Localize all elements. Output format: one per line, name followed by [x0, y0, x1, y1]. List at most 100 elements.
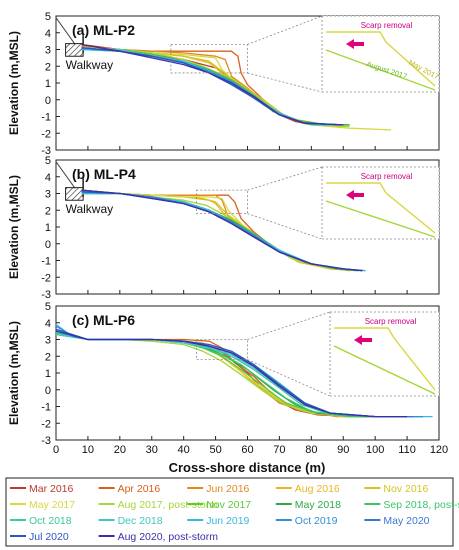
x-tick-label: 0 [53, 444, 59, 456]
y-tick-label: 0 [45, 95, 51, 107]
x-tick-label: 110 [398, 444, 416, 456]
series-line-14 [81, 191, 363, 272]
x-tick-label: 90 [337, 444, 349, 456]
legend-entry: Nov 2016 [383, 483, 428, 495]
series-line-15 [81, 191, 363, 272]
series-line-8 [81, 192, 360, 272]
x-tick-label: 40 [178, 444, 190, 456]
panel-title: (c) ML-P6 [72, 312, 135, 328]
y-tick-label: 3 [45, 189, 51, 201]
y-tick-label: 0 [45, 385, 51, 397]
x-tick-label: 30 [146, 444, 158, 456]
series-line-17 [81, 43, 344, 126]
y-tick-label: 1 [45, 368, 51, 380]
legend-entry: Aug 2020, post-storm [118, 531, 219, 543]
y-tick-label: -1 [41, 402, 51, 414]
zoom-box [196, 189, 248, 214]
series-line-4 [55, 332, 376, 418]
x-tick-label: 10 [82, 444, 94, 456]
series-line-4 [81, 191, 357, 272]
legend-entry: Oct 2018 [29, 515, 72, 527]
y-tick-label: 4 [45, 172, 51, 184]
series-line-9 [81, 48, 350, 126]
series-line-1 [81, 43, 344, 126]
inset-line-aug-2017 [325, 49, 436, 91]
zoom-box [196, 339, 248, 361]
series-line-7 [81, 48, 350, 128]
legend-entry: Mar 2016 [29, 483, 74, 495]
legend-entry: Aug 2016 [295, 483, 340, 495]
series-line-16 [81, 191, 363, 272]
y-tick-label: -3 [41, 435, 51, 447]
inset-line-aug-2017 [325, 200, 436, 238]
legend-entry: May 2017 [29, 499, 75, 511]
arrow-icon [346, 190, 364, 200]
legend-frame [5, 477, 454, 547]
walkway-hatch [65, 187, 84, 201]
inset-line-may-2017 [326, 31, 436, 87]
panel-2: -3 -2 -1 0 1 2 3 4 5 Elevation (m,MSL) (b) ML-P4 Wa… [7, 155, 440, 301]
legend-entry: Nov 2017 [206, 499, 251, 511]
y-tick-label: 1 [45, 222, 51, 234]
y-tick-label: 0 [45, 239, 51, 251]
series-line-8 [81, 48, 350, 126]
series-line-5 [81, 191, 357, 272]
y-tick-label: 2 [45, 351, 51, 363]
legend-entry: Oct 2019 [295, 515, 338, 527]
y-tick-label: 5 [45, 301, 51, 313]
series-line-12 [81, 48, 344, 126]
arrow-icon [346, 39, 364, 49]
panel-title: (a) ML-P2 [72, 22, 135, 38]
inset-line-may-2017 [326, 182, 436, 234]
inset-title: Scarp removal [361, 172, 413, 181]
series-line-3 [81, 45, 328, 126]
y-tick-label: -1 [41, 256, 51, 268]
zoom-connector [247, 15, 323, 45]
zoom-connector [247, 72, 323, 93]
x-axis-label: Cross-shore distance (m) [169, 460, 326, 475]
series-line-16 [81, 47, 344, 126]
legend-entry: Aug 2017, post-storm [118, 499, 219, 511]
y-tick-label: -2 [41, 128, 51, 140]
series-line-14 [81, 47, 344, 126]
y-tick-label: 1 [45, 78, 51, 90]
legend-entry: Jul 2020 [29, 531, 69, 543]
legend-entry: Jun 2019 [206, 515, 249, 527]
series-line-4 [81, 47, 337, 128]
inset-title: Scarp removal [361, 21, 413, 30]
series-line-15 [81, 47, 344, 126]
walkway-hatch [65, 43, 84, 57]
series-line-17 [55, 330, 408, 418]
y-tick-label: -1 [41, 112, 51, 124]
walkway-slope [55, 17, 76, 45]
zoom-connector [247, 166, 323, 191]
x-tick-label: 100 [366, 444, 384, 456]
inset-line-aug-2017 [333, 345, 436, 395]
legend-entry: Apr 2016 [118, 483, 161, 495]
zoom-connector [247, 213, 323, 240]
legend: Mar 2016 Apr 2016 Jun 2016 Aug 2016 Nov 2016… [5, 477, 459, 547]
y-tick-label: -3 [41, 145, 51, 157]
arrow-icon [354, 335, 372, 345]
legend-entry: Jun 2016 [206, 483, 249, 495]
series-line-2 [81, 189, 360, 272]
legend-entry: Sep 2018, post-storm [383, 499, 459, 511]
inset-title: Scarp removal [365, 317, 417, 326]
x-tick-label: 70 [273, 444, 285, 456]
zoom-connector [247, 311, 331, 340]
y-tick-label: -2 [41, 418, 51, 430]
series-line-3 [55, 332, 376, 418]
y-tick-label: -3 [41, 289, 51, 301]
x-tick-label: 60 [241, 444, 253, 456]
y-axis-label: Elevation (m,MSL) [7, 31, 21, 135]
walkway-slope [55, 161, 76, 189]
walkway-label: Walkway [66, 202, 114, 216]
y-axis-label: Elevation (m,MSL) [7, 175, 21, 279]
series-line-6 [81, 191, 357, 272]
x-tick-label: 50 [209, 444, 221, 456]
inset-frame [329, 311, 440, 397]
inset-frame [321, 166, 440, 240]
y-tick-label: 5 [45, 155, 51, 167]
